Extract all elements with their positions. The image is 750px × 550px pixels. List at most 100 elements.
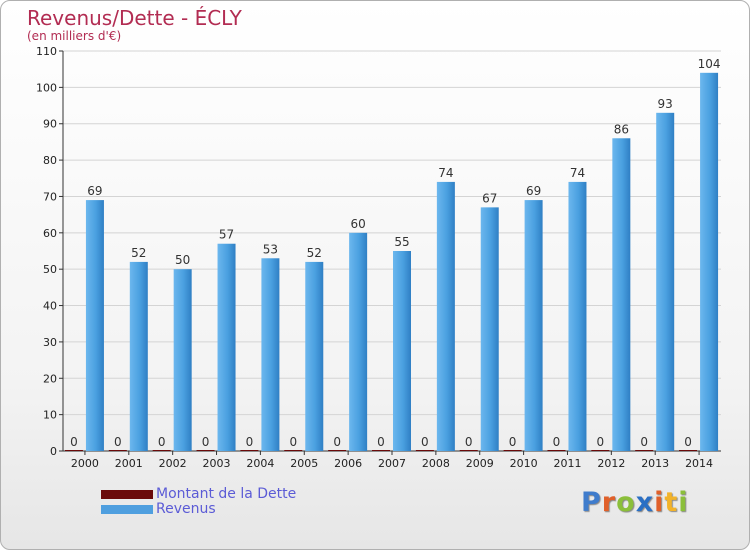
x-tick-label: 2009 bbox=[466, 457, 494, 470]
legend-item-revenus: Revenus bbox=[101, 501, 361, 517]
x-tick-label: 2001 bbox=[115, 457, 143, 470]
legend-swatch-dette bbox=[101, 490, 153, 499]
chart-subtitle: (en milliers d'€) bbox=[27, 29, 122, 43]
debt-value-label: 0 bbox=[465, 435, 473, 449]
y-tick-label: 80 bbox=[43, 154, 57, 167]
revenue-value-label: 69 bbox=[87, 184, 102, 198]
logo-letter: i bbox=[654, 487, 665, 518]
revenue-value-label: 57 bbox=[219, 228, 234, 242]
revenue-value-label: 53 bbox=[263, 242, 278, 256]
revenue-bar bbox=[261, 258, 280, 451]
legend-label-revenus: Revenus bbox=[156, 501, 216, 517]
revenue-bar bbox=[568, 181, 587, 451]
debt-value-label: 0 bbox=[640, 435, 648, 449]
y-tick-label: 90 bbox=[43, 118, 57, 131]
revenue-value-label: 74 bbox=[438, 166, 453, 180]
proxiti-logo: Proxiti bbox=[581, 487, 689, 518]
y-tick-label: 100 bbox=[36, 81, 57, 94]
debt-bar bbox=[459, 450, 478, 451]
revenue-value-label: 104 bbox=[698, 57, 721, 71]
debt-value-label: 0 bbox=[289, 435, 297, 449]
x-tick-label: 2012 bbox=[597, 457, 625, 470]
y-tick-label: 0 bbox=[50, 445, 57, 458]
debt-value-label: 0 bbox=[509, 435, 517, 449]
debt-value-label: 0 bbox=[597, 435, 605, 449]
debt-bar bbox=[328, 450, 347, 451]
revenue-value-label: 69 bbox=[526, 184, 541, 198]
legend-swatch-revenus bbox=[101, 505, 153, 514]
x-tick-label: 2003 bbox=[203, 457, 231, 470]
debt-value-label: 0 bbox=[421, 435, 429, 449]
revenue-bar bbox=[393, 251, 411, 451]
x-tick-label: 2006 bbox=[334, 457, 362, 470]
y-tick-label: 30 bbox=[43, 336, 57, 349]
debt-bar bbox=[64, 450, 83, 451]
revenue-value-label: 86 bbox=[614, 122, 629, 136]
revenue-bar bbox=[173, 269, 192, 451]
debt-value-label: 0 bbox=[377, 435, 385, 449]
revenue-bar bbox=[700, 72, 719, 452]
debt-bar bbox=[284, 450, 303, 451]
y-tick-label: 70 bbox=[43, 190, 57, 203]
debt-value-label: 0 bbox=[158, 435, 166, 449]
debt-bar bbox=[108, 450, 127, 451]
x-tick-label: 2013 bbox=[641, 457, 669, 470]
debt-value-label: 0 bbox=[246, 435, 254, 449]
y-tick-label: 50 bbox=[43, 263, 57, 276]
revenue-bar bbox=[85, 200, 104, 451]
logo-letter: t bbox=[664, 487, 679, 518]
x-tick-label: 2007 bbox=[378, 457, 406, 470]
debt-value-label: 0 bbox=[70, 435, 78, 449]
revenue-value-label: 60 bbox=[350, 217, 365, 231]
revenue-value-label: 67 bbox=[482, 191, 497, 205]
x-tick-label: 2010 bbox=[510, 457, 538, 470]
revenue-value-label: 74 bbox=[570, 166, 585, 180]
revenue-value-label: 50 bbox=[175, 253, 190, 267]
revenue-bar bbox=[436, 181, 455, 451]
logo-letter: o bbox=[616, 487, 636, 518]
revenue-value-label: 52 bbox=[131, 246, 146, 260]
x-tick-label: 2008 bbox=[422, 457, 450, 470]
debt-bar bbox=[635, 450, 654, 451]
y-tick-label: 60 bbox=[43, 227, 57, 240]
logo-letter: i bbox=[678, 487, 689, 518]
revenue-bar bbox=[524, 200, 543, 451]
revenue-value-label: 55 bbox=[394, 235, 409, 249]
revenue-bar bbox=[129, 261, 148, 451]
revenue-bar bbox=[305, 261, 324, 451]
debt-bar bbox=[547, 450, 566, 451]
y-tick-label: 10 bbox=[43, 409, 57, 422]
debt-bar bbox=[415, 450, 434, 451]
debt-bar bbox=[679, 450, 698, 451]
chart-title: Revenus/Dette - ÉCLY bbox=[27, 6, 242, 30]
debt-value-label: 0 bbox=[684, 435, 692, 449]
revenue-bar bbox=[656, 112, 675, 452]
x-tick-label: 2011 bbox=[553, 457, 581, 470]
y-tick-label: 40 bbox=[43, 300, 57, 313]
logo-letter: r bbox=[601, 487, 617, 518]
x-tick-label: 2014 bbox=[685, 457, 713, 470]
revenue-bar bbox=[612, 138, 631, 452]
debt-value-label: 0 bbox=[553, 435, 561, 449]
legend-label-dette: Montant de la Dette bbox=[156, 486, 297, 502]
revenue-bar bbox=[349, 232, 368, 451]
debt-bar bbox=[196, 450, 215, 451]
legend-item-dette: Montant de la Dette bbox=[101, 486, 361, 502]
debt-value-label: 0 bbox=[202, 435, 210, 449]
revenue-value-label: 93 bbox=[658, 97, 673, 111]
y-tick-label: 110 bbox=[36, 45, 57, 58]
revenue-bar bbox=[217, 243, 236, 451]
debt-bar bbox=[503, 450, 522, 451]
revenue-value-label: 52 bbox=[307, 246, 322, 260]
x-tick-label: 2004 bbox=[246, 457, 274, 470]
debt-bar bbox=[372, 450, 390, 451]
y-tick-label: 20 bbox=[43, 372, 57, 385]
debt-bar bbox=[152, 450, 171, 451]
debt-bar bbox=[591, 450, 610, 451]
logo-letter: x bbox=[635, 487, 655, 518]
revenue-bar bbox=[480, 207, 499, 451]
debt-bar bbox=[240, 450, 259, 451]
debt-value-label: 0 bbox=[114, 435, 122, 449]
